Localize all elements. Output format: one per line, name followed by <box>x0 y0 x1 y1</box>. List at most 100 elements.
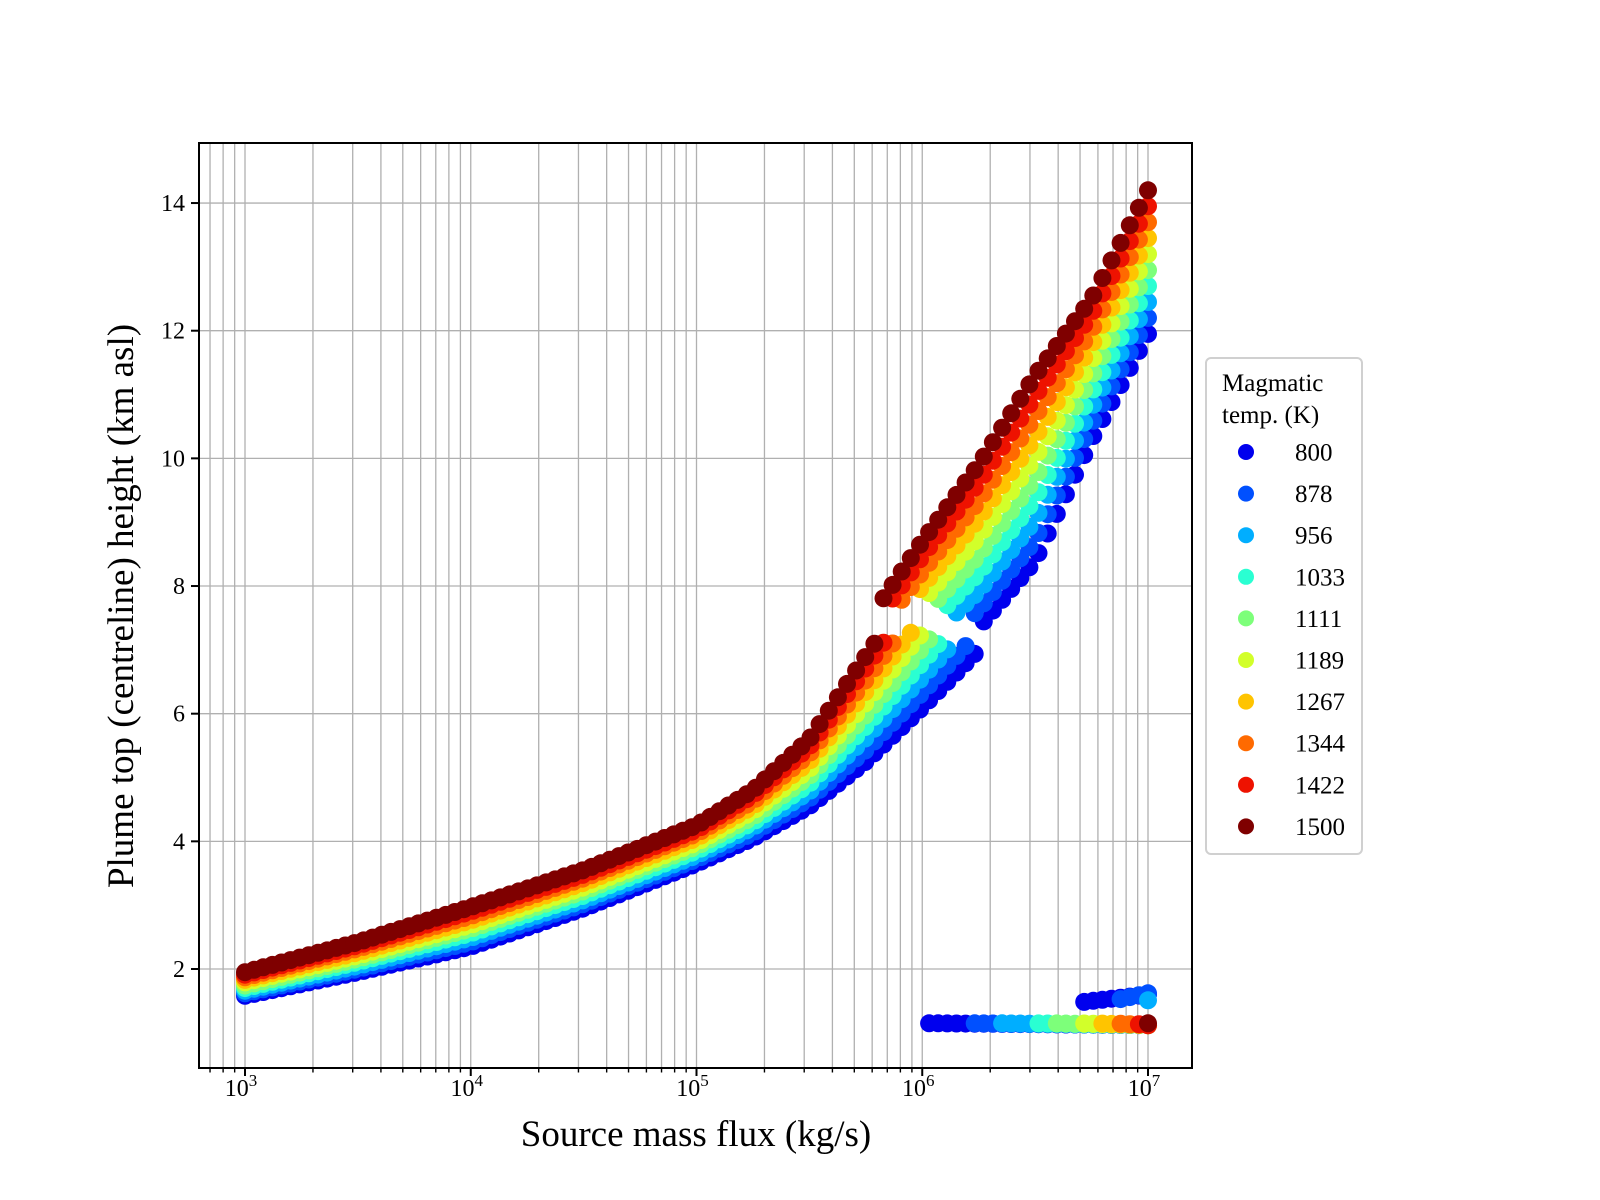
data-point-1500 <box>901 549 920 568</box>
data-point-1500 <box>1011 389 1030 408</box>
legend-label: 1344 <box>1295 731 1346 758</box>
legend: Magmatic temp. (K) 800 878 956 1033 1111 1189… <box>1205 357 1363 855</box>
x-tick-label-exponent: 4 <box>475 1071 484 1090</box>
y-tick-label: 8 <box>173 574 185 600</box>
legend-item-1422: 1422 <box>1238 772 1345 799</box>
series-1500 <box>236 181 1157 1033</box>
legend-marker-icon <box>1238 652 1254 668</box>
legend-label: 956 <box>1295 523 1333 550</box>
legend-item-800: 800 <box>1238 440 1333 467</box>
legend-item-1189: 1189 <box>1238 648 1344 675</box>
data-point-1500 <box>1102 251 1121 270</box>
data-point-1500 <box>892 562 911 581</box>
data-point-1500 <box>956 473 975 492</box>
y-tick-label: 6 <box>173 702 185 728</box>
data-point-1500 <box>911 535 929 554</box>
data-point-1500 <box>819 701 838 720</box>
data-point-1500 <box>838 674 856 693</box>
data-point-1500 <box>1084 286 1103 305</box>
legend-marker-icon <box>1238 776 1254 793</box>
x-tick-label: 103 <box>225 1071 258 1102</box>
data-point-1500 <box>883 575 902 594</box>
legend-item-1111: 1111 <box>1238 606 1342 633</box>
data-point-1500 <box>974 447 993 466</box>
data-point-1500 <box>828 688 847 707</box>
x-tick-label-exponent: 7 <box>1152 1071 1161 1090</box>
x-tick-label-exponent: 3 <box>249 1071 258 1090</box>
legend-label: 1033 <box>1295 564 1345 591</box>
x-tick-label-base: 10 <box>451 1076 475 1102</box>
data-point-1500 <box>983 433 1002 452</box>
data-point-1500 <box>1029 361 1048 380</box>
plot-frame <box>198 142 1193 1069</box>
x-tick-label-exponent: 5 <box>700 1071 709 1090</box>
x-tick-label: 107 <box>1128 1071 1161 1102</box>
data-point-1500 <box>1093 269 1112 287</box>
legend-item-878: 878 <box>1238 481 1333 508</box>
data-point-1500 <box>1139 181 1157 200</box>
data-point-1500 <box>920 523 939 542</box>
legend-marker-icon <box>1238 818 1254 835</box>
legend-marker-icon <box>1238 610 1254 627</box>
data-point-1500 <box>947 485 966 504</box>
x-tick-label: 105 <box>676 1071 709 1102</box>
legend-item-1500: 1500 <box>1238 814 1345 841</box>
y-tick-label: 14 <box>161 191 185 217</box>
data-point-1500 <box>965 461 984 480</box>
legend-item-1344: 1344 <box>1238 731 1346 758</box>
x-axis-label: Source mass flux (kg/s) <box>521 1114 871 1155</box>
data-point-1500 <box>1066 312 1084 331</box>
legend-title-line1: Magmatic <box>1222 370 1323 397</box>
x-tick-label: 106 <box>902 1071 935 1102</box>
legend-marker-icon <box>1238 485 1254 502</box>
legend-label: 1267 <box>1295 689 1345 716</box>
legend-item-1267: 1267 <box>1238 689 1345 716</box>
data-point-1500 <box>865 634 884 653</box>
legend-marker-icon <box>1238 693 1254 710</box>
legend-item-1033: 1033 <box>1238 564 1345 591</box>
data-point-1500 <box>856 648 875 667</box>
legend-box <box>1205 357 1363 855</box>
legend-title-line2: temp. (K) <box>1222 402 1319 429</box>
legend-items: 800 878 956 1033 1111 1189 1267 1344 1422 1500 <box>1238 440 1346 841</box>
legend-marker-icon <box>1238 568 1254 585</box>
data-point-1500 <box>929 510 948 529</box>
data-point-1500 <box>874 589 893 608</box>
collapse-branch-point-1500 <box>1139 1014 1157 1033</box>
legend-label: 878 <box>1295 481 1333 508</box>
data-point-1500 <box>1129 198 1148 217</box>
data-point-1500 <box>1120 216 1139 235</box>
data-point-1500 <box>810 715 829 734</box>
data-point-1500 <box>847 661 866 680</box>
data-point-1500 <box>1002 404 1021 423</box>
x-tick-label-exponent: 6 <box>926 1071 935 1090</box>
legend-marker-icon <box>1238 444 1254 460</box>
legend-label: 800 <box>1295 440 1333 467</box>
x-tick-label-base: 10 <box>902 1076 926 1102</box>
data-point-1500 <box>993 418 1012 437</box>
x-tick-label: 104 <box>451 1071 484 1102</box>
x-tick-label-base: 10 <box>225 1076 249 1102</box>
legend-label: 1189 <box>1295 648 1344 675</box>
data-point-1500 <box>1038 349 1057 368</box>
legend-marker-icon <box>1238 527 1254 544</box>
y-tick-label: 2 <box>173 957 185 983</box>
data-point-1500 <box>801 728 820 747</box>
legend-label: 1111 <box>1295 606 1342 633</box>
y-tick-label: 10 <box>161 446 185 472</box>
legend-label: 1422 <box>1295 772 1345 799</box>
data-points <box>236 181 1157 1035</box>
data-point-1500 <box>1111 233 1130 252</box>
legend-item-956: 956 <box>1238 523 1333 550</box>
x-tick-label-base: 10 <box>1128 1076 1152 1102</box>
grid-lines <box>199 143 1192 1068</box>
data-point-1267 <box>901 623 920 642</box>
secondary-branch-point-956 <box>1139 991 1157 1010</box>
data-point-1500 <box>938 498 957 517</box>
legend-marker-icon <box>1238 735 1254 752</box>
data-point-1500 <box>1056 324 1075 343</box>
data-point-1500 <box>1020 375 1039 394</box>
